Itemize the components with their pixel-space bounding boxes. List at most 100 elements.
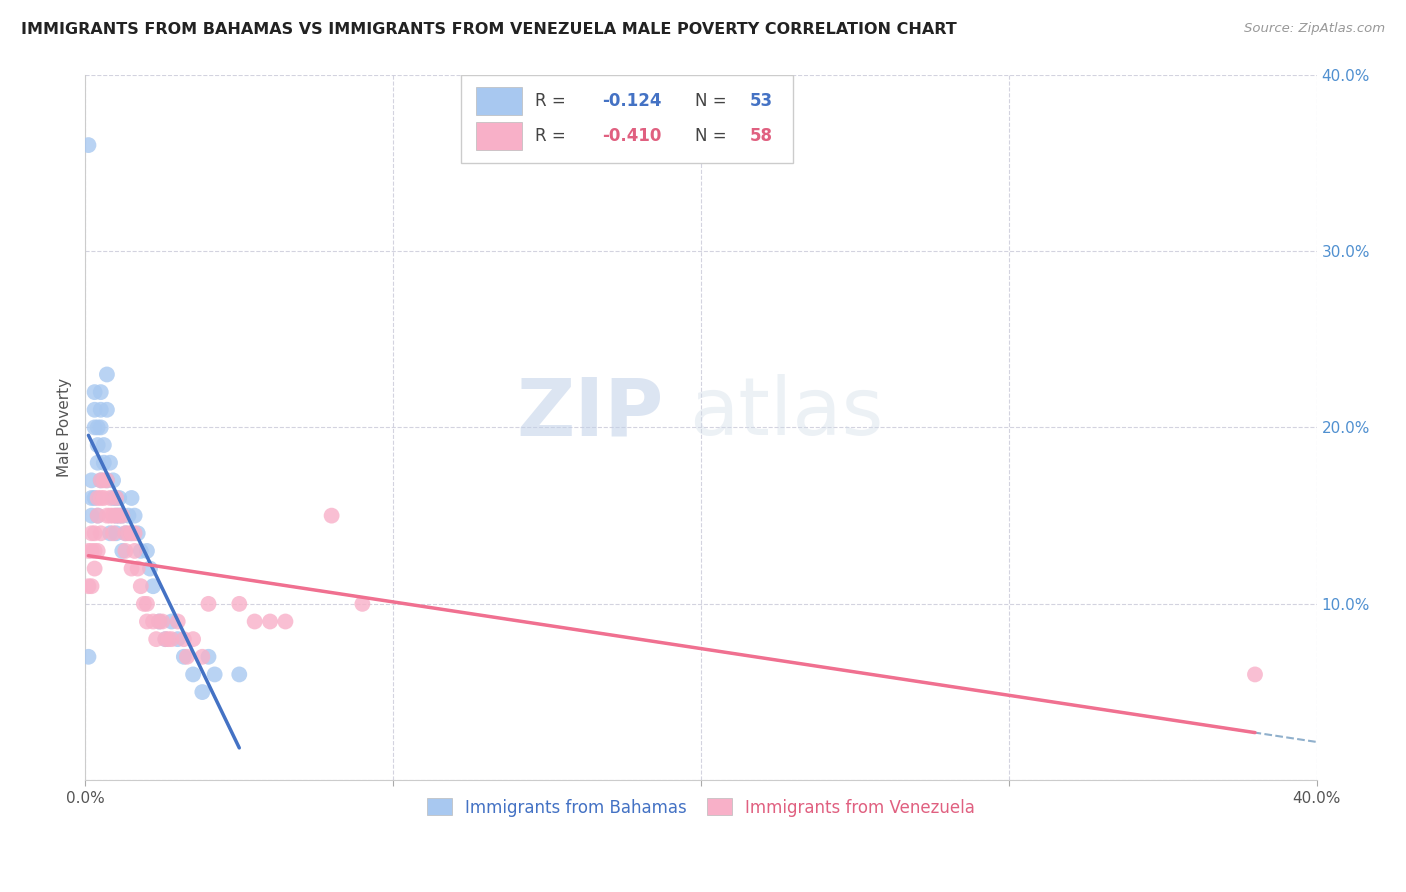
Point [93, 456, 115, 470]
Point [83, 544, 105, 558]
Point [321, 508, 343, 523]
Point [108, 491, 131, 505]
Point [98, 508, 121, 523]
Point [90, 385, 112, 400]
Legend: Immigrants from Bahamas, Immigrants from Venezuela: Immigrants from Bahamas, Immigrants from… [419, 790, 983, 825]
Point [77, 544, 100, 558]
Point [181, 632, 204, 647]
Point [86, 491, 108, 505]
FancyBboxPatch shape [461, 75, 793, 162]
Point [86, 544, 108, 558]
Text: IMMIGRANTS FROM BAHAMAS VS IMMIGRANTS FROM VENEZUELA MALE POVERTY CORRELATION CH: IMMIGRANTS FROM BAHAMAS VS IMMIGRANTS FR… [21, 22, 957, 37]
Point [80, 508, 103, 523]
Point [155, 632, 177, 647]
Point [157, 632, 180, 647]
Point [114, 544, 136, 558]
Point [101, 491, 124, 505]
Y-axis label: Male Poverty: Male Poverty [58, 378, 72, 477]
Point [83, 402, 105, 417]
Point [181, 667, 204, 681]
Point [80, 579, 103, 593]
Text: N =: N = [695, 127, 731, 145]
Point [148, 615, 170, 629]
Point [124, 544, 146, 558]
Point [191, 685, 214, 699]
Point [121, 491, 143, 505]
Point [90, 420, 112, 434]
Text: 53: 53 [751, 93, 773, 111]
Text: Source: ZipAtlas.com: Source: ZipAtlas.com [1244, 22, 1385, 36]
Point [96, 402, 118, 417]
Point [105, 508, 128, 523]
Text: -0.124: -0.124 [602, 93, 662, 111]
Point [136, 597, 159, 611]
Point [124, 508, 146, 523]
Text: 58: 58 [751, 127, 773, 145]
Point [197, 597, 219, 611]
Point [136, 615, 159, 629]
Text: R =: R = [534, 93, 571, 111]
Point [132, 597, 155, 611]
Point [139, 561, 162, 575]
Point [86, 508, 108, 523]
Point [90, 402, 112, 417]
Point [93, 491, 115, 505]
Point [117, 526, 139, 541]
Point [352, 597, 374, 611]
Point [191, 649, 214, 664]
Point [129, 544, 152, 558]
Point [142, 579, 165, 593]
Point [155, 632, 177, 647]
Point [83, 526, 105, 541]
Point [105, 491, 128, 505]
Point [83, 385, 105, 400]
Point [228, 597, 250, 611]
Point [101, 508, 124, 523]
Text: ZIP: ZIP [517, 375, 664, 452]
Text: -0.410: -0.410 [602, 127, 662, 145]
Point [98, 526, 121, 541]
Point [96, 474, 118, 488]
Point [90, 526, 112, 541]
Point [105, 526, 128, 541]
Bar [475, 122, 523, 150]
Point [83, 420, 105, 434]
Point [136, 544, 159, 558]
Point [145, 632, 167, 647]
Point [243, 615, 266, 629]
Point [166, 615, 188, 629]
Point [1244, 667, 1267, 681]
Point [127, 561, 149, 575]
Point [160, 632, 183, 647]
Point [93, 438, 115, 452]
Point [121, 561, 143, 575]
Point [86, 438, 108, 452]
Point [127, 526, 149, 541]
Point [111, 544, 134, 558]
Point [86, 508, 108, 523]
Point [90, 474, 112, 488]
Point [108, 508, 131, 523]
Point [77, 649, 100, 664]
Point [101, 526, 124, 541]
Point [124, 526, 146, 541]
Point [80, 544, 103, 558]
Point [111, 508, 134, 523]
Point [160, 615, 183, 629]
Point [274, 615, 297, 629]
Point [114, 526, 136, 541]
Point [90, 474, 112, 488]
Point [105, 508, 128, 523]
Point [108, 508, 131, 523]
Point [228, 667, 250, 681]
Point [204, 667, 226, 681]
Point [114, 526, 136, 541]
Point [197, 649, 219, 664]
Text: atlas: atlas [689, 375, 883, 452]
Point [96, 368, 118, 382]
Point [98, 491, 121, 505]
Point [96, 474, 118, 488]
Point [150, 615, 173, 629]
Point [259, 615, 281, 629]
Point [86, 420, 108, 434]
